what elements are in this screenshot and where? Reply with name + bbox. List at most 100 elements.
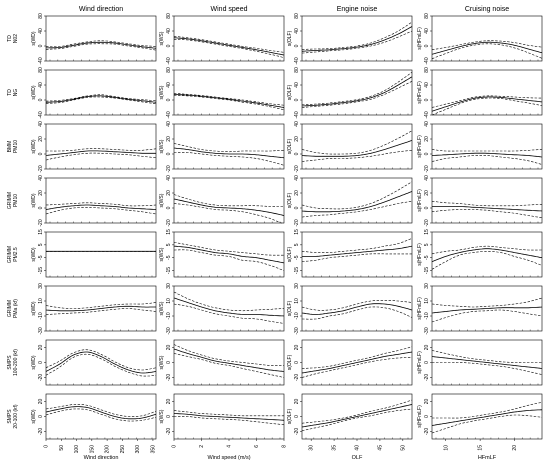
confidence-lower — [302, 306, 413, 320]
column-title: Wind speed — [211, 6, 248, 13]
confidence-lower — [301, 150, 413, 162]
confidence-lower — [45, 308, 157, 315]
x-tick-label: 300 — [135, 445, 141, 454]
y-tick-label: 15 — [166, 229, 172, 235]
y-tick-label: 20 — [38, 345, 44, 351]
panel-frame — [45, 69, 157, 116]
y-tick-label: 15 — [294, 229, 300, 235]
panel-frame — [301, 285, 413, 332]
confidence-upper — [431, 297, 543, 308]
panel-frame — [45, 231, 157, 278]
panel-y-label: s(WD) — [31, 355, 37, 369]
panel-frame — [301, 15, 413, 62]
y-tick-label: 30 — [38, 283, 44, 289]
y-tick-label: 10 — [294, 298, 300, 304]
confidence-lower — [431, 209, 543, 219]
smooth-fit-line — [431, 96, 543, 112]
smooth-fit-line — [301, 191, 413, 213]
panel-frame — [431, 69, 543, 116]
panel-frame — [173, 69, 285, 116]
y-tick-label: 40 — [424, 28, 430, 34]
row-label: 100-200 (kf) — [13, 349, 19, 376]
y-tick-label: -30 — [38, 327, 44, 334]
confidence-lower — [431, 414, 543, 434]
smooth-fit-line — [431, 41, 543, 55]
y-tick-label: 80 — [424, 13, 430, 19]
y-tick-label: 0 — [294, 98, 300, 101]
smooth-fit-line — [301, 140, 413, 157]
smooth-fit-line — [431, 409, 542, 426]
y-tick-label: 40 — [38, 121, 44, 127]
confidence-lower — [431, 251, 543, 270]
y-tick-label: 40 — [166, 82, 172, 88]
y-tick-label: 40 — [38, 175, 44, 181]
y-tick-label: 20 — [424, 136, 430, 142]
smooth-fit-line — [173, 348, 285, 372]
y-tick-label: 0 — [424, 361, 430, 364]
x-tick-label: 0 — [172, 445, 178, 448]
y-tick-label: 80 — [38, 67, 44, 73]
y-tick-label: -15 — [166, 267, 172, 274]
confidence-upper — [46, 40, 157, 47]
panel-y-label: s(OLF) — [287, 84, 293, 100]
y-tick-label: 20 — [294, 399, 300, 405]
confidence-upper — [45, 404, 157, 417]
panel-frame — [431, 231, 543, 278]
confidence-lower — [301, 253, 412, 262]
confidence-lower — [301, 201, 413, 218]
x-tick-label: 10 — [443, 445, 449, 451]
smooth-fit-line — [45, 351, 157, 374]
y-tick-label: 80 — [424, 67, 430, 73]
x-axis-label: OLF — [352, 455, 363, 461]
y-tick-label: 20 — [166, 399, 172, 405]
y-tick-label: -10 — [424, 312, 430, 319]
panel-y-label: s(WS) — [159, 409, 165, 423]
panel-y-label: s(WS) — [159, 85, 165, 99]
y-tick-label: 15 — [38, 229, 44, 235]
confidence-upper — [301, 300, 413, 311]
y-tick-label: 5 — [424, 243, 430, 246]
x-tick-label: 150 — [89, 445, 95, 454]
y-tick-label: 0 — [294, 206, 300, 209]
x-tick-label: 50 — [59, 445, 65, 451]
y-tick-label: -20 — [424, 219, 430, 226]
y-tick-label: -5 — [38, 255, 44, 260]
column-title: Cruising noise — [465, 6, 509, 13]
confidence-upper — [301, 21, 413, 50]
y-tick-label: -20 — [38, 374, 44, 381]
row-label: NG — [13, 89, 19, 97]
y-tick-label: 30 — [166, 283, 172, 289]
confidence-lower — [45, 353, 156, 377]
y-tick-label: 40 — [166, 28, 172, 34]
column-title: Wind direction — [79, 6, 123, 13]
panel-frame — [45, 393, 157, 440]
confidence-lower — [174, 152, 285, 166]
confidence-lower — [431, 43, 543, 60]
confidence-upper — [173, 344, 284, 366]
panel-y-label: s(WS) — [159, 31, 165, 45]
panel-y-label: s(OLF) — [287, 408, 293, 424]
x-tick-label: 35 — [332, 445, 338, 451]
confidence-lower — [45, 152, 157, 161]
confidence-lower — [301, 30, 413, 54]
y-tick-label: 0 — [424, 44, 430, 47]
y-tick-label: 0 — [424, 415, 430, 418]
smooth-fit-line — [301, 404, 413, 428]
panel-y-label: s(WD) — [31, 139, 37, 153]
panel-y-label: s(HFmLF) — [417, 351, 423, 374]
y-tick-label: 0 — [38, 361, 44, 364]
x-tick-label: 6 — [254, 445, 260, 448]
y-tick-label: 40 — [424, 121, 430, 127]
panel-y-label: s(HFmLF) — [417, 405, 423, 428]
smooth-fit-line — [432, 206, 543, 212]
y-tick-label: 5 — [294, 243, 300, 246]
row-label: GRIMM — [7, 246, 13, 263]
y-tick-label: 20 — [38, 136, 44, 142]
y-tick-label: 40 — [166, 175, 172, 181]
y-tick-label: 10 — [166, 298, 172, 304]
smooth-fit-line — [173, 147, 285, 159]
y-tick-label: 20 — [166, 190, 172, 196]
y-tick-label: -15 — [38, 267, 44, 274]
x-tick-label: 350 — [150, 445, 156, 454]
